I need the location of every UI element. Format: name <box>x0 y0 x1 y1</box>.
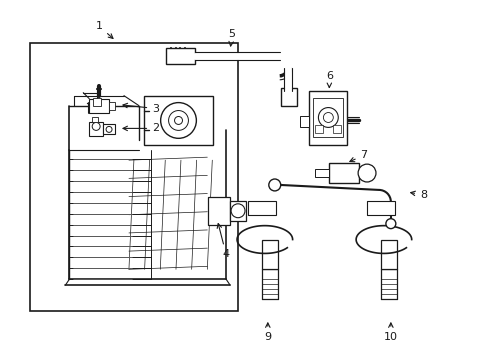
Bar <box>89 99 109 113</box>
Circle shape <box>174 117 182 125</box>
Text: 3: 3 <box>122 103 159 113</box>
Bar <box>208 197 230 225</box>
Bar <box>315 125 323 133</box>
Bar <box>143 96 213 145</box>
Circle shape <box>318 108 338 127</box>
Bar <box>247 201 275 215</box>
Circle shape <box>357 164 375 182</box>
Text: 1: 1 <box>96 21 113 39</box>
Circle shape <box>323 113 333 122</box>
Text: 6: 6 <box>325 71 332 87</box>
Text: 4: 4 <box>217 224 229 260</box>
Bar <box>299 116 309 127</box>
Bar <box>230 201 245 221</box>
Circle shape <box>231 204 244 218</box>
Bar <box>313 98 343 137</box>
Bar <box>333 125 341 133</box>
Bar <box>315 169 328 177</box>
Text: 7: 7 <box>349 150 367 162</box>
Circle shape <box>268 179 280 191</box>
Circle shape <box>161 103 196 138</box>
Bar <box>93 98 101 105</box>
Text: 8: 8 <box>410 190 427 200</box>
Bar <box>280 88 296 105</box>
Circle shape <box>92 122 100 130</box>
Text: 2: 2 <box>123 123 159 134</box>
Text: 5: 5 <box>228 29 235 46</box>
Text: 9: 9 <box>264 323 271 342</box>
Bar <box>328 163 358 183</box>
Circle shape <box>168 111 188 130</box>
Circle shape <box>106 126 112 132</box>
Bar <box>380 239 396 269</box>
Bar <box>89 122 103 136</box>
Circle shape <box>385 219 395 229</box>
Bar <box>30 43 238 311</box>
Bar <box>309 91 346 145</box>
Bar <box>366 201 394 215</box>
Bar <box>165 48 195 64</box>
Bar <box>262 239 277 269</box>
Bar <box>92 117 98 122</box>
Bar <box>109 102 115 109</box>
Bar <box>103 125 115 134</box>
Text: 10: 10 <box>383 323 397 342</box>
